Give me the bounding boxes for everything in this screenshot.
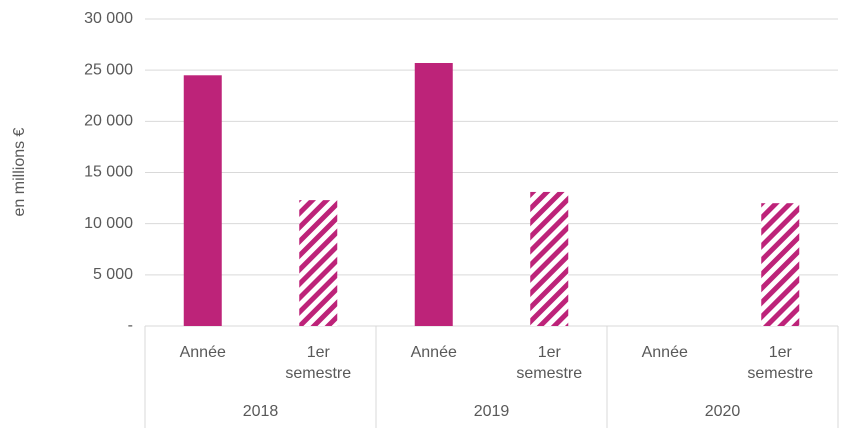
- y-tick-label: 10 000: [84, 215, 133, 232]
- y-tick-label: -: [128, 317, 133, 334]
- x-tick-label: Année: [410, 344, 457, 361]
- bar: [530, 191, 569, 326]
- x-tick-label: Année: [641, 344, 688, 361]
- y-tick-label: 30 000: [84, 10, 133, 27]
- y-tick-label: 20 000: [84, 113, 133, 130]
- x-group-label: 2019: [473, 403, 510, 420]
- bar: [299, 200, 338, 326]
- x-tick-label: 1er semestre: [285, 344, 352, 382]
- y-tick-label: 5 000: [93, 266, 133, 283]
- x-tick-label: Année: [179, 344, 226, 361]
- x-tick-label: 1er semestre: [516, 344, 583, 382]
- y-tick-label: 15 000: [84, 164, 133, 181]
- y-axis-label: en millions €: [11, 127, 28, 216]
- bar: [414, 63, 453, 327]
- x-group-label: 2020: [704, 403, 741, 420]
- x-tick-label: 1er semestre: [747, 344, 814, 382]
- bar: [761, 203, 800, 326]
- y-tick-label: 25 000: [84, 61, 133, 78]
- x-group-label: 2018: [242, 403, 279, 420]
- bar: [183, 75, 222, 327]
